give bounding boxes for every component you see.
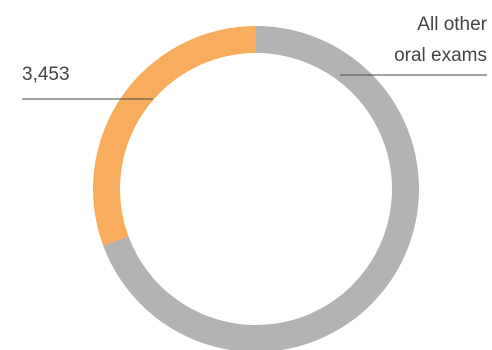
slice-name-label-line-2: oral exams	[394, 45, 487, 66]
slice-value-label-3453: 3,453	[22, 64, 70, 85]
donut-slices	[93, 26, 419, 350]
donut-slice-0	[93, 26, 257, 246]
slice-name-label-line-1: All other	[417, 14, 487, 35]
